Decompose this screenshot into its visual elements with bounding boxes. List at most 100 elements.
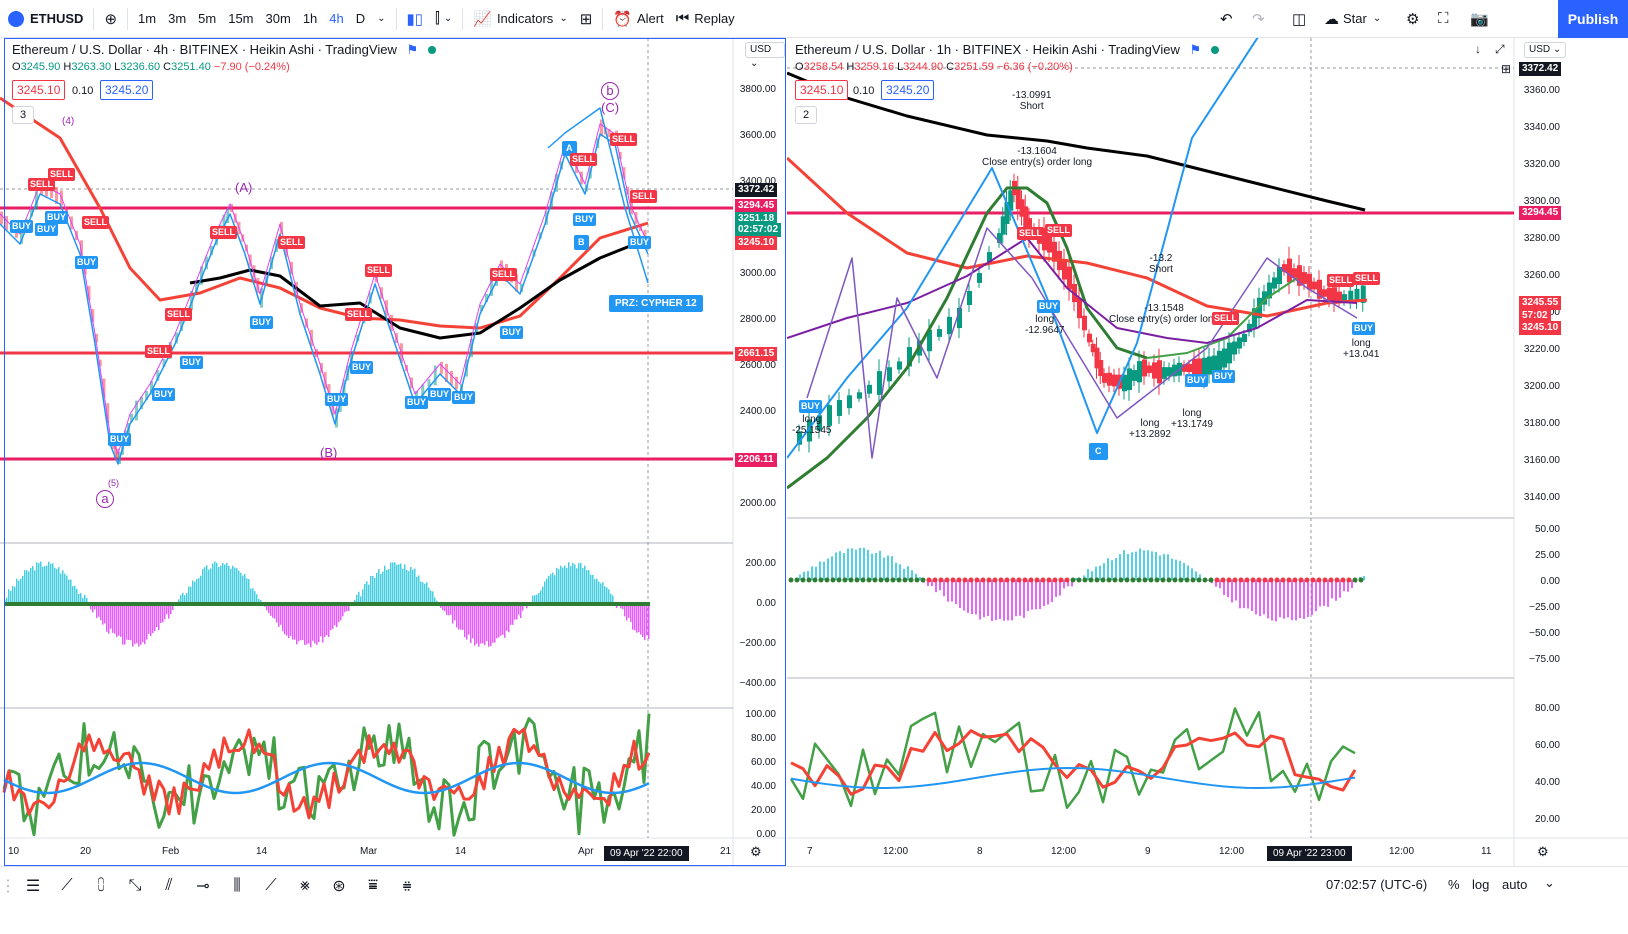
- scroll-down-icon[interactable]: ↓: [1475, 42, 1481, 56]
- right-chart-canvas[interactable]: [787, 38, 1628, 866]
- right-hist-bar: [1323, 580, 1325, 606]
- interval-dropdown[interactable]: ⌄: [371, 0, 391, 38]
- left-hist-bar: [38, 563, 40, 604]
- right-candle: [1207, 356, 1212, 375]
- pattern-icon[interactable]: ⤡: [128, 876, 142, 894]
- indicator-count[interactable]: 3: [12, 106, 34, 124]
- interval-1m[interactable]: 1m: [138, 11, 157, 26]
- left-hist-bar: [194, 581, 196, 604]
- left-candle: [156, 370, 160, 381]
- channel-icon[interactable]: ⫽: [165, 876, 173, 894]
- horizontal-line-icon[interactable]: ⊸: [196, 877, 210, 895]
- buy-signal: BUY: [325, 393, 349, 406]
- left-hist-bar: [92, 604, 94, 613]
- sell-price-box[interactable]: 3245.10: [795, 80, 849, 100]
- gann-icon[interactable]: ⊛: [332, 877, 346, 895]
- left-hist-bar: [46, 565, 48, 604]
- cursor-tool-icon[interactable]: ☰: [25, 877, 41, 895]
- short-position-icon[interactable]: ⩷: [402, 876, 412, 894]
- symbol-search[interactable]: ETHUSD: [0, 0, 89, 38]
- buy-price-box[interactable]: 3245.20: [100, 80, 154, 100]
- drag-handle-icon[interactable]: ⋮: [0, 877, 16, 895]
- left-candle: [622, 167, 626, 179]
- left-hist-bar: [516, 604, 518, 620]
- right-hist-bar: [819, 561, 821, 580]
- left-osc-tick: −200.00: [739, 638, 776, 649]
- measure-icon[interactable]: ⫼: [233, 876, 241, 894]
- right-hist-bar: [1327, 580, 1329, 607]
- interval-30m[interactable]: 30m: [265, 11, 291, 26]
- sell-price-box[interactable]: 3245.10: [12, 80, 66, 100]
- left-hist-bar: [358, 591, 360, 604]
- auto-toggle[interactable]: auto: [1502, 877, 1528, 892]
- right-chart-panel[interactable]: Ethereum / U.S. Dollar · 1h · BITFINEX ·…: [787, 38, 1628, 866]
- indicator-count[interactable]: 2: [795, 106, 817, 124]
- templates-button[interactable]: ⊞: [574, 0, 599, 38]
- indicators-button[interactable]: 📈 Indicators ⌄: [467, 0, 573, 38]
- log-toggle[interactable]: log: [1472, 877, 1490, 892]
- interval-5m[interactable]: 5m: [198, 11, 217, 26]
- right-price-tick: 3320.00: [1523, 159, 1560, 170]
- layout-button[interactable]: ◫: [1286, 0, 1312, 38]
- right-hist-dot: [914, 577, 920, 583]
- trend-line-icon[interactable]: ⟋: [61, 876, 73, 894]
- right-chart-title[interactable]: Ethereum / U.S. Dollar · 1h · BITFINEX ·…: [795, 42, 1219, 58]
- alert-button[interactable]: ⏰ Alert: [607, 0, 669, 38]
- star-button[interactable]: ☁ Star ⌄: [1318, 0, 1387, 38]
- add-alert-icon[interactable]: ⊞: [1501, 62, 1512, 76]
- left-hist-bar: [288, 604, 290, 639]
- xabcd-pattern-icon[interactable]: ⨳: [300, 876, 310, 894]
- long-position-icon[interactable]: ⩸: [368, 876, 378, 894]
- chevron-down-icon[interactable]: ⌄: [1544, 875, 1555, 890]
- left-hist-bar: [430, 590, 432, 604]
- publish-button[interactable]: Publish: [1558, 0, 1628, 38]
- interval-4h[interactable]: 4h: [329, 11, 344, 26]
- ray-icon[interactable]: ⟋: [265, 876, 277, 894]
- currency-selector[interactable]: USD ⌄: [745, 42, 785, 69]
- interval-3m[interactable]: 3m: [168, 11, 187, 26]
- replay-button[interactable]: ⏮ Replay: [670, 0, 741, 38]
- right-hist-bar: [931, 580, 933, 587]
- left-candle: [50, 188, 53, 198]
- eth-logo-icon: [8, 10, 24, 27]
- right-hist-bar: [1151, 551, 1153, 580]
- interval-15m[interactable]: 15m: [228, 11, 254, 26]
- clock-label[interactable]: 07:02:57 (UTC-6): [1326, 877, 1428, 892]
- left-hist-bar: [388, 569, 390, 604]
- right-candle: [1142, 359, 1147, 377]
- heikin-ashi-icon: ⫿: [435, 10, 440, 27]
- compare-button[interactable]: ⊕: [98, 0, 123, 38]
- buy-price-box[interactable]: 3245.20: [881, 80, 935, 100]
- left-hist-bar: [170, 604, 172, 615]
- left-chart-panel[interactable]: Ethereum / U.S. Dollar · 4h · BITFINEX ·…: [0, 38, 785, 866]
- right-hist-bar: [903, 568, 905, 580]
- left-chart-title[interactable]: Ethereum / U.S. Dollar · 4h · BITFINEX ·…: [12, 42, 436, 58]
- left-hist-bar: [498, 604, 500, 638]
- left-hist-bar: [280, 604, 282, 625]
- left-chart-canvas[interactable]: [0, 38, 785, 866]
- percent-toggle[interactable]: %: [1448, 877, 1460, 892]
- interval-d[interactable]: D: [355, 11, 366, 26]
- right-axis-settings-icon[interactable]: ⚙: [1537, 844, 1549, 859]
- interval-1h[interactable]: 1h: [302, 11, 318, 26]
- trade-annotation: long +13.1749: [1171, 408, 1213, 430]
- left-hist-bar: [12, 586, 14, 604]
- redo-button[interactable]: ↷: [1246, 0, 1271, 38]
- undo-button[interactable]: ↶: [1214, 0, 1239, 38]
- right-hist-dot: [908, 577, 914, 583]
- left-ma-blue: [0, 133, 649, 465]
- left-axis-settings-icon[interactable]: ⚙: [750, 844, 762, 859]
- fullscreen-button[interactable]: ⛶: [1432, 0, 1455, 38]
- right-hist-bar: [1159, 555, 1161, 580]
- chart-type-button[interactable]: ⫿ ⌄: [429, 0, 458, 38]
- left-hist-bar: [458, 604, 460, 630]
- right-hist-dot: [1172, 577, 1178, 583]
- currency-selector[interactable]: USD ⌄: [1524, 42, 1567, 58]
- settings-button[interactable]: ⚙: [1400, 0, 1425, 38]
- bar-style-button[interactable]: ▮▯: [401, 0, 430, 38]
- right-osc-tick: −25.00: [1529, 602, 1560, 613]
- snapshot-button[interactable]: 📷: [1464, 0, 1495, 38]
- right-candle: [1152, 362, 1157, 379]
- maximize-icon[interactable]: ⤢: [1495, 42, 1505, 56]
- fib-icon[interactable]: ⩇: [97, 876, 105, 894]
